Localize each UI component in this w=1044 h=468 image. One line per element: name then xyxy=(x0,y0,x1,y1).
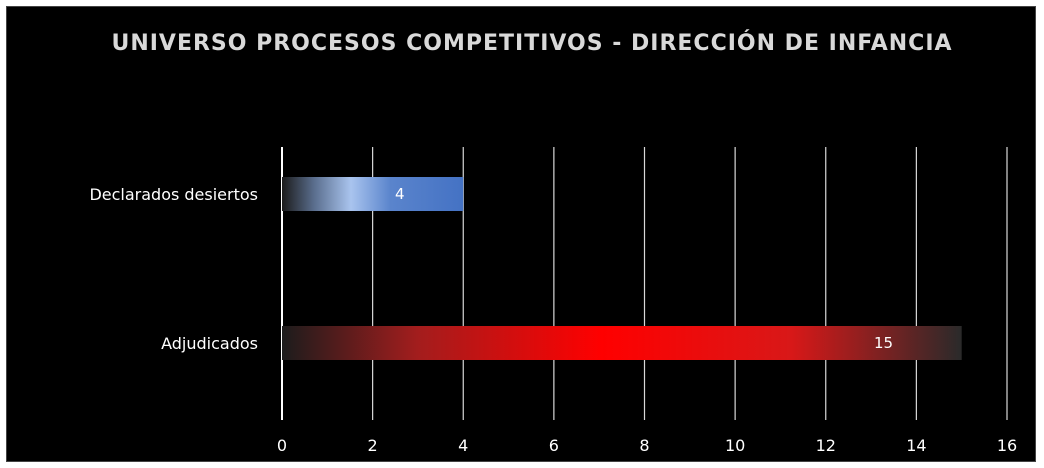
bar xyxy=(282,326,962,360)
x-tick-label: 2 xyxy=(368,436,378,455)
x-tick-label: 8 xyxy=(639,436,649,455)
x-tick-label: 0 xyxy=(277,436,287,455)
x-tick-label: 16 xyxy=(997,436,1017,455)
category-label: Declarados desiertos xyxy=(89,185,258,204)
x-tick-label: 14 xyxy=(906,436,926,455)
bar xyxy=(282,177,464,211)
x-tick-label: 4 xyxy=(458,436,468,455)
x-tick-label: 12 xyxy=(816,436,836,455)
category-label: Adjudicados xyxy=(161,334,258,353)
data-label: 15 xyxy=(874,334,893,352)
chart-area: UNIVERSO PROCESOS COMPETITIVOS - DIRECCI… xyxy=(6,6,1036,462)
data-label: 4 xyxy=(395,185,405,203)
chart-title: UNIVERSO PROCESOS COMPETITIVOS - DIRECCI… xyxy=(111,31,953,56)
x-tick-label: 10 xyxy=(725,436,745,455)
x-tick-label: 6 xyxy=(549,436,559,455)
plot-area: 0 2 4 6 8 10 12 14 16 Declarados desiertos 4 Adjudi… xyxy=(89,147,1017,455)
